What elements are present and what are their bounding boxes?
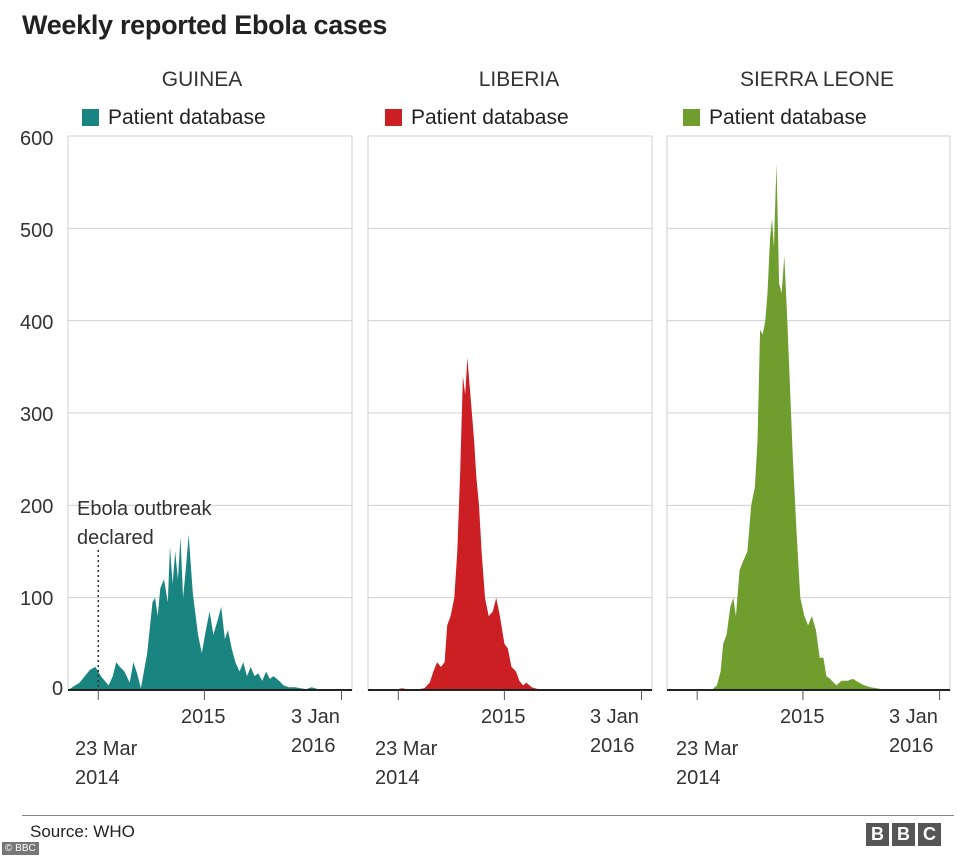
logo-letter-b1: B	[866, 823, 889, 846]
legend-liberia: Patient database	[385, 106, 569, 130]
chart-title: Weekly reported Ebola cases	[22, 10, 388, 40]
x-tick-label-start-sierra-leone: 23 Mar 2014	[676, 738, 739, 789]
y-tick-label: 200	[20, 496, 54, 518]
x-tick-label-start-guinea: 23 Mar 2014	[75, 738, 138, 789]
y-tick-label: 300	[20, 404, 54, 426]
area-series-liberia	[368, 357, 652, 690]
x-tick-label-end-guinea: 3 Jan 2016	[291, 706, 340, 757]
panel-title-liberia: LIBERIA	[478, 68, 560, 91]
panel-title-sierra-leone: SIERRA LEONE	[739, 68, 895, 91]
legend-label-guinea: Patient database	[108, 106, 266, 129]
x-tick-label-2015-guinea: 2015	[181, 706, 226, 728]
legend-swatch-liberia	[385, 109, 402, 126]
annotation-line-1: Ebola outbreak	[77, 498, 212, 520]
area-series-sierra-leone	[667, 163, 950, 690]
y-tick-label: 400	[20, 312, 54, 334]
panel-title-guinea: GUINEA	[161, 68, 243, 91]
legend-guinea: Patient database	[82, 106, 266, 130]
x-tick-label-end-sierra-leone: 3 Jan 2016	[889, 706, 938, 757]
corner-copyright-badge: © BBC	[2, 842, 39, 855]
annotation-line-2: declared	[77, 527, 154, 549]
logo-letter-b2: B	[892, 823, 915, 846]
legend-swatch-guinea	[82, 109, 99, 126]
x-tick-label-2015-liberia: 2015	[481, 706, 526, 728]
x-tick-label-start-liberia: 23 Mar 2014	[375, 738, 438, 789]
y-tick-label: 100	[20, 588, 54, 610]
area-series-guinea	[68, 534, 352, 690]
footer-divider	[22, 815, 954, 816]
y-tick-label: 600	[20, 128, 54, 150]
y-tick-label: 0	[52, 678, 64, 700]
source-note: Source: WHO	[30, 822, 135, 841]
annotation-outbreak-declared: Ebola outbreak declared	[77, 495, 212, 553]
legend-label-sierra-leone: Patient database	[709, 106, 867, 129]
logo-letter-c: C	[918, 823, 941, 846]
x-tick-label-end-liberia: 3 Jan 2016	[590, 706, 639, 757]
legend-sierra-leone: Patient database	[683, 106, 867, 130]
y-tick-label: 500	[20, 220, 54, 242]
legend-swatch-sierra-leone	[683, 109, 700, 126]
x-tick-label-2015-sierra-leone: 2015	[780, 706, 825, 728]
legend-label-liberia: Patient database	[411, 106, 569, 129]
